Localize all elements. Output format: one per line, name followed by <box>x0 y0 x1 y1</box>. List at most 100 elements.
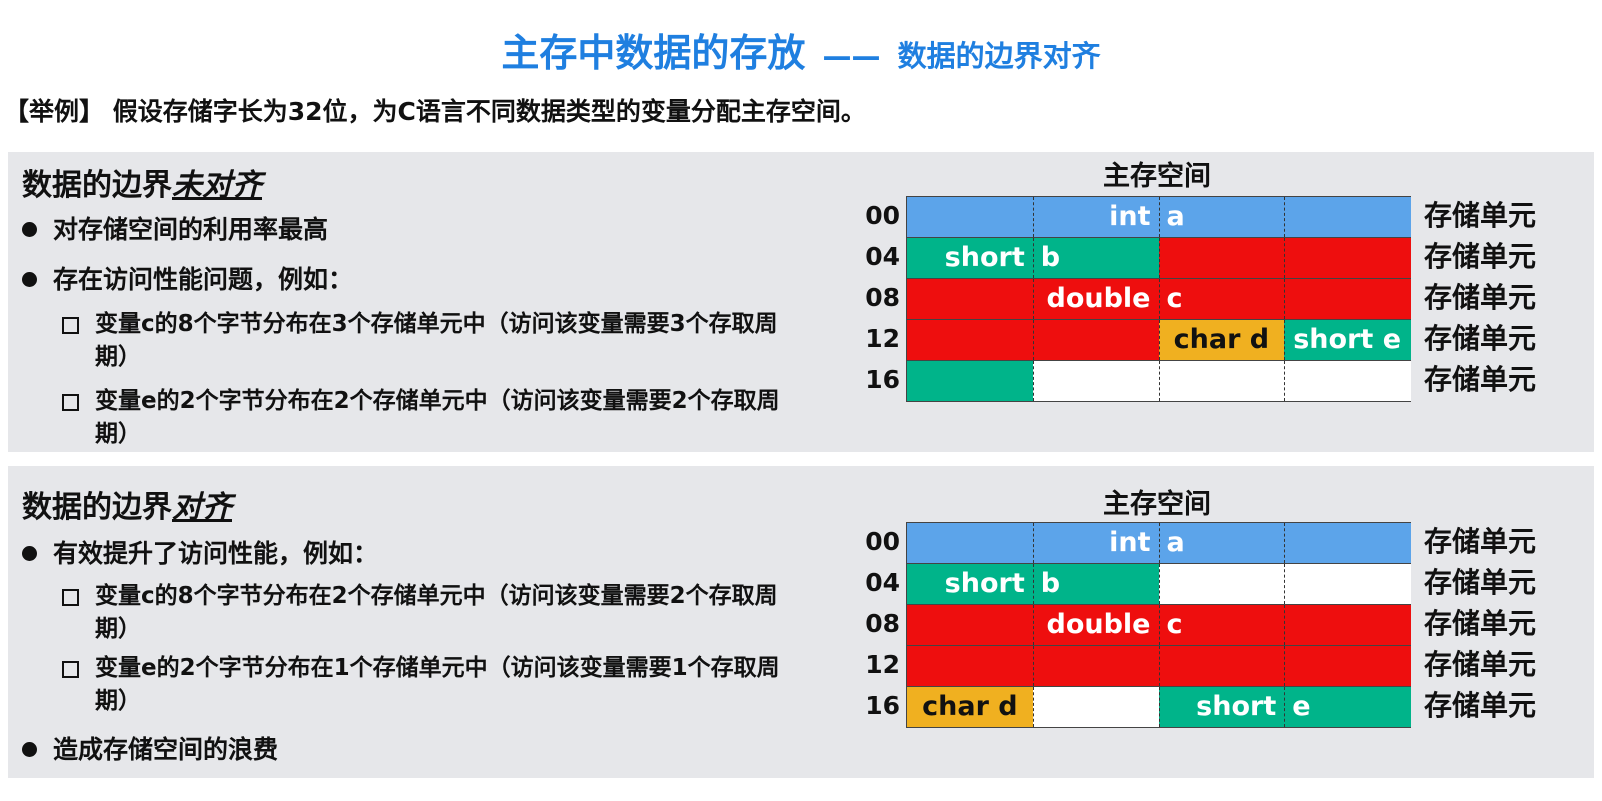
section-heading: 数据的边界对齐 <box>22 482 232 526</box>
address-label: 00 <box>865 527 900 556</box>
sub-item: 变量c的8个字节分布在3个存储单元中（访问该变量需要3个存取周期） <box>62 308 782 374</box>
byte-cell-int <box>1158 523 1285 563</box>
bullet-text: 造成存储空间的浪费 <box>53 735 279 764</box>
bullet-item: 有效提升了访问性能，例如： <box>22 534 378 570</box>
variable-label: c <box>1166 283 1183 314</box>
storage-unit-label: 存储单元 <box>1424 240 1537 273</box>
byte-divider <box>1158 646 1160 686</box>
byte-divider <box>1032 523 1034 563</box>
byte-cell-empty <box>1032 687 1159 727</box>
byte-cell-double <box>1284 605 1411 645</box>
byte-cell-double <box>1158 605 1285 645</box>
title-sub: 数据的边界对齐 <box>897 39 1101 73</box>
memory-row: double c <box>907 604 1411 645</box>
byte-cell-double <box>1284 279 1411 319</box>
byte-cell-char <box>1158 320 1285 360</box>
byte-cell-int <box>1284 523 1411 563</box>
heading-prefix: 数据的边界 <box>22 490 172 525</box>
checkbox-square-icon <box>62 661 79 678</box>
sub-item: 变量e的2个字节分布在1个存储单元中（访问该变量需要1个存取周期） <box>62 652 782 718</box>
variable-label: char d <box>922 691 1018 722</box>
checkbox-square-icon <box>62 394 79 411</box>
byte-cell-short <box>907 238 1034 278</box>
address-label: 08 <box>865 283 900 312</box>
bullet-text: 对存储空间的利用率最高 <box>53 215 329 244</box>
variable-label: int <box>1109 527 1151 558</box>
byte-cell-double <box>1158 646 1285 686</box>
byte-cell-int <box>1032 523 1159 563</box>
byte-cell-int <box>907 523 1034 563</box>
memory-row: int a <box>907 197 1411 237</box>
byte-cell-double <box>1032 279 1159 319</box>
byte-divider <box>1284 361 1286 401</box>
byte-divider <box>1284 238 1286 278</box>
byte-divider <box>1158 320 1160 360</box>
memory-row: double c <box>907 278 1411 319</box>
byte-divider <box>1032 646 1034 686</box>
byte-cell-double <box>1158 279 1285 319</box>
byte-cell-double <box>907 605 1034 645</box>
bullet-text: 有效提升了访问性能，例如： <box>53 539 379 568</box>
byte-cell-short <box>1032 238 1159 278</box>
address-label: 12 <box>865 324 900 353</box>
variable-label: short <box>944 242 1025 273</box>
bullet-item: 存在访问性能问题，例如： <box>22 260 353 296</box>
memory-row <box>907 645 1411 686</box>
byte-cell-double <box>907 646 1034 686</box>
byte-divider <box>1158 523 1160 563</box>
byte-divider <box>1284 197 1286 237</box>
variable-label: double <box>1046 283 1151 314</box>
storage-unit-label: 存储单元 <box>1424 566 1537 599</box>
variable-label: short e <box>1293 324 1402 355</box>
storage-unit-label: 存储单元 <box>1424 363 1537 396</box>
memory-row: short b <box>907 237 1411 278</box>
storage-unit-label: 存储单元 <box>1424 607 1537 640</box>
byte-divider <box>1284 646 1286 686</box>
memory-row: int a <box>907 523 1411 563</box>
address-label: 04 <box>865 242 900 271</box>
byte-cell-empty <box>1158 564 1285 604</box>
byte-divider <box>1032 361 1034 401</box>
sub-item: 变量c的8个字节分布在2个存储单元中（访问该变量需要2个存取周期） <box>62 580 782 646</box>
byte-divider <box>1158 564 1160 604</box>
address-label: 04 <box>865 568 900 597</box>
variable-label: b <box>1040 242 1061 273</box>
byte-divider <box>1032 687 1034 727</box>
bullet-item: 对存储空间的利用率最高 <box>22 210 328 246</box>
variable-label: short <box>1196 691 1277 722</box>
byte-cell-int <box>1284 197 1411 237</box>
bullet-text: 存在访问性能问题，例如： <box>53 265 354 294</box>
title-main: 主存中数据的存放 <box>501 31 806 75</box>
memory-row: char d short e <box>907 686 1411 727</box>
variable-label: double <box>1046 609 1151 640</box>
variable-label: e <box>1292 691 1311 722</box>
memory-grid-aligned: int a short b double c char d short e <box>906 522 1411 728</box>
memory-row: short b <box>907 563 1411 604</box>
variable-label: int <box>1109 201 1151 232</box>
checkbox-square-icon <box>62 589 79 606</box>
address-label: 12 <box>865 650 900 679</box>
byte-cell-double <box>907 279 1034 319</box>
byte-divider <box>1284 605 1286 645</box>
byte-cell-empty <box>1032 361 1159 401</box>
byte-divider <box>1284 687 1286 727</box>
slide-title: 主存中数据的存放 —— 数据的边界对齐 <box>0 22 1602 77</box>
byte-divider <box>1158 197 1160 237</box>
checkbox-square-icon <box>62 317 79 334</box>
heading-emphasis: 未对齐 <box>172 168 262 203</box>
byte-divider <box>1032 279 1034 319</box>
storage-unit-label: 存储单元 <box>1424 648 1537 681</box>
memory-row: char d short e <box>907 319 1411 360</box>
sub-item-text: 变量e的2个字节分布在2个存储单元中（访问该变量需要2个存取周期） <box>95 388 780 447</box>
memory-row <box>907 360 1411 401</box>
byte-divider <box>1032 197 1034 237</box>
byte-cell-double <box>1032 605 1159 645</box>
address-label: 16 <box>865 691 900 720</box>
byte-divider <box>1284 279 1286 319</box>
byte-divider <box>1032 605 1034 645</box>
byte-cell-double <box>1032 646 1159 686</box>
byte-cell-int <box>1158 197 1285 237</box>
variable-label: a <box>1166 527 1185 558</box>
byte-divider <box>1032 238 1034 278</box>
title-dash: —— <box>822 39 881 73</box>
